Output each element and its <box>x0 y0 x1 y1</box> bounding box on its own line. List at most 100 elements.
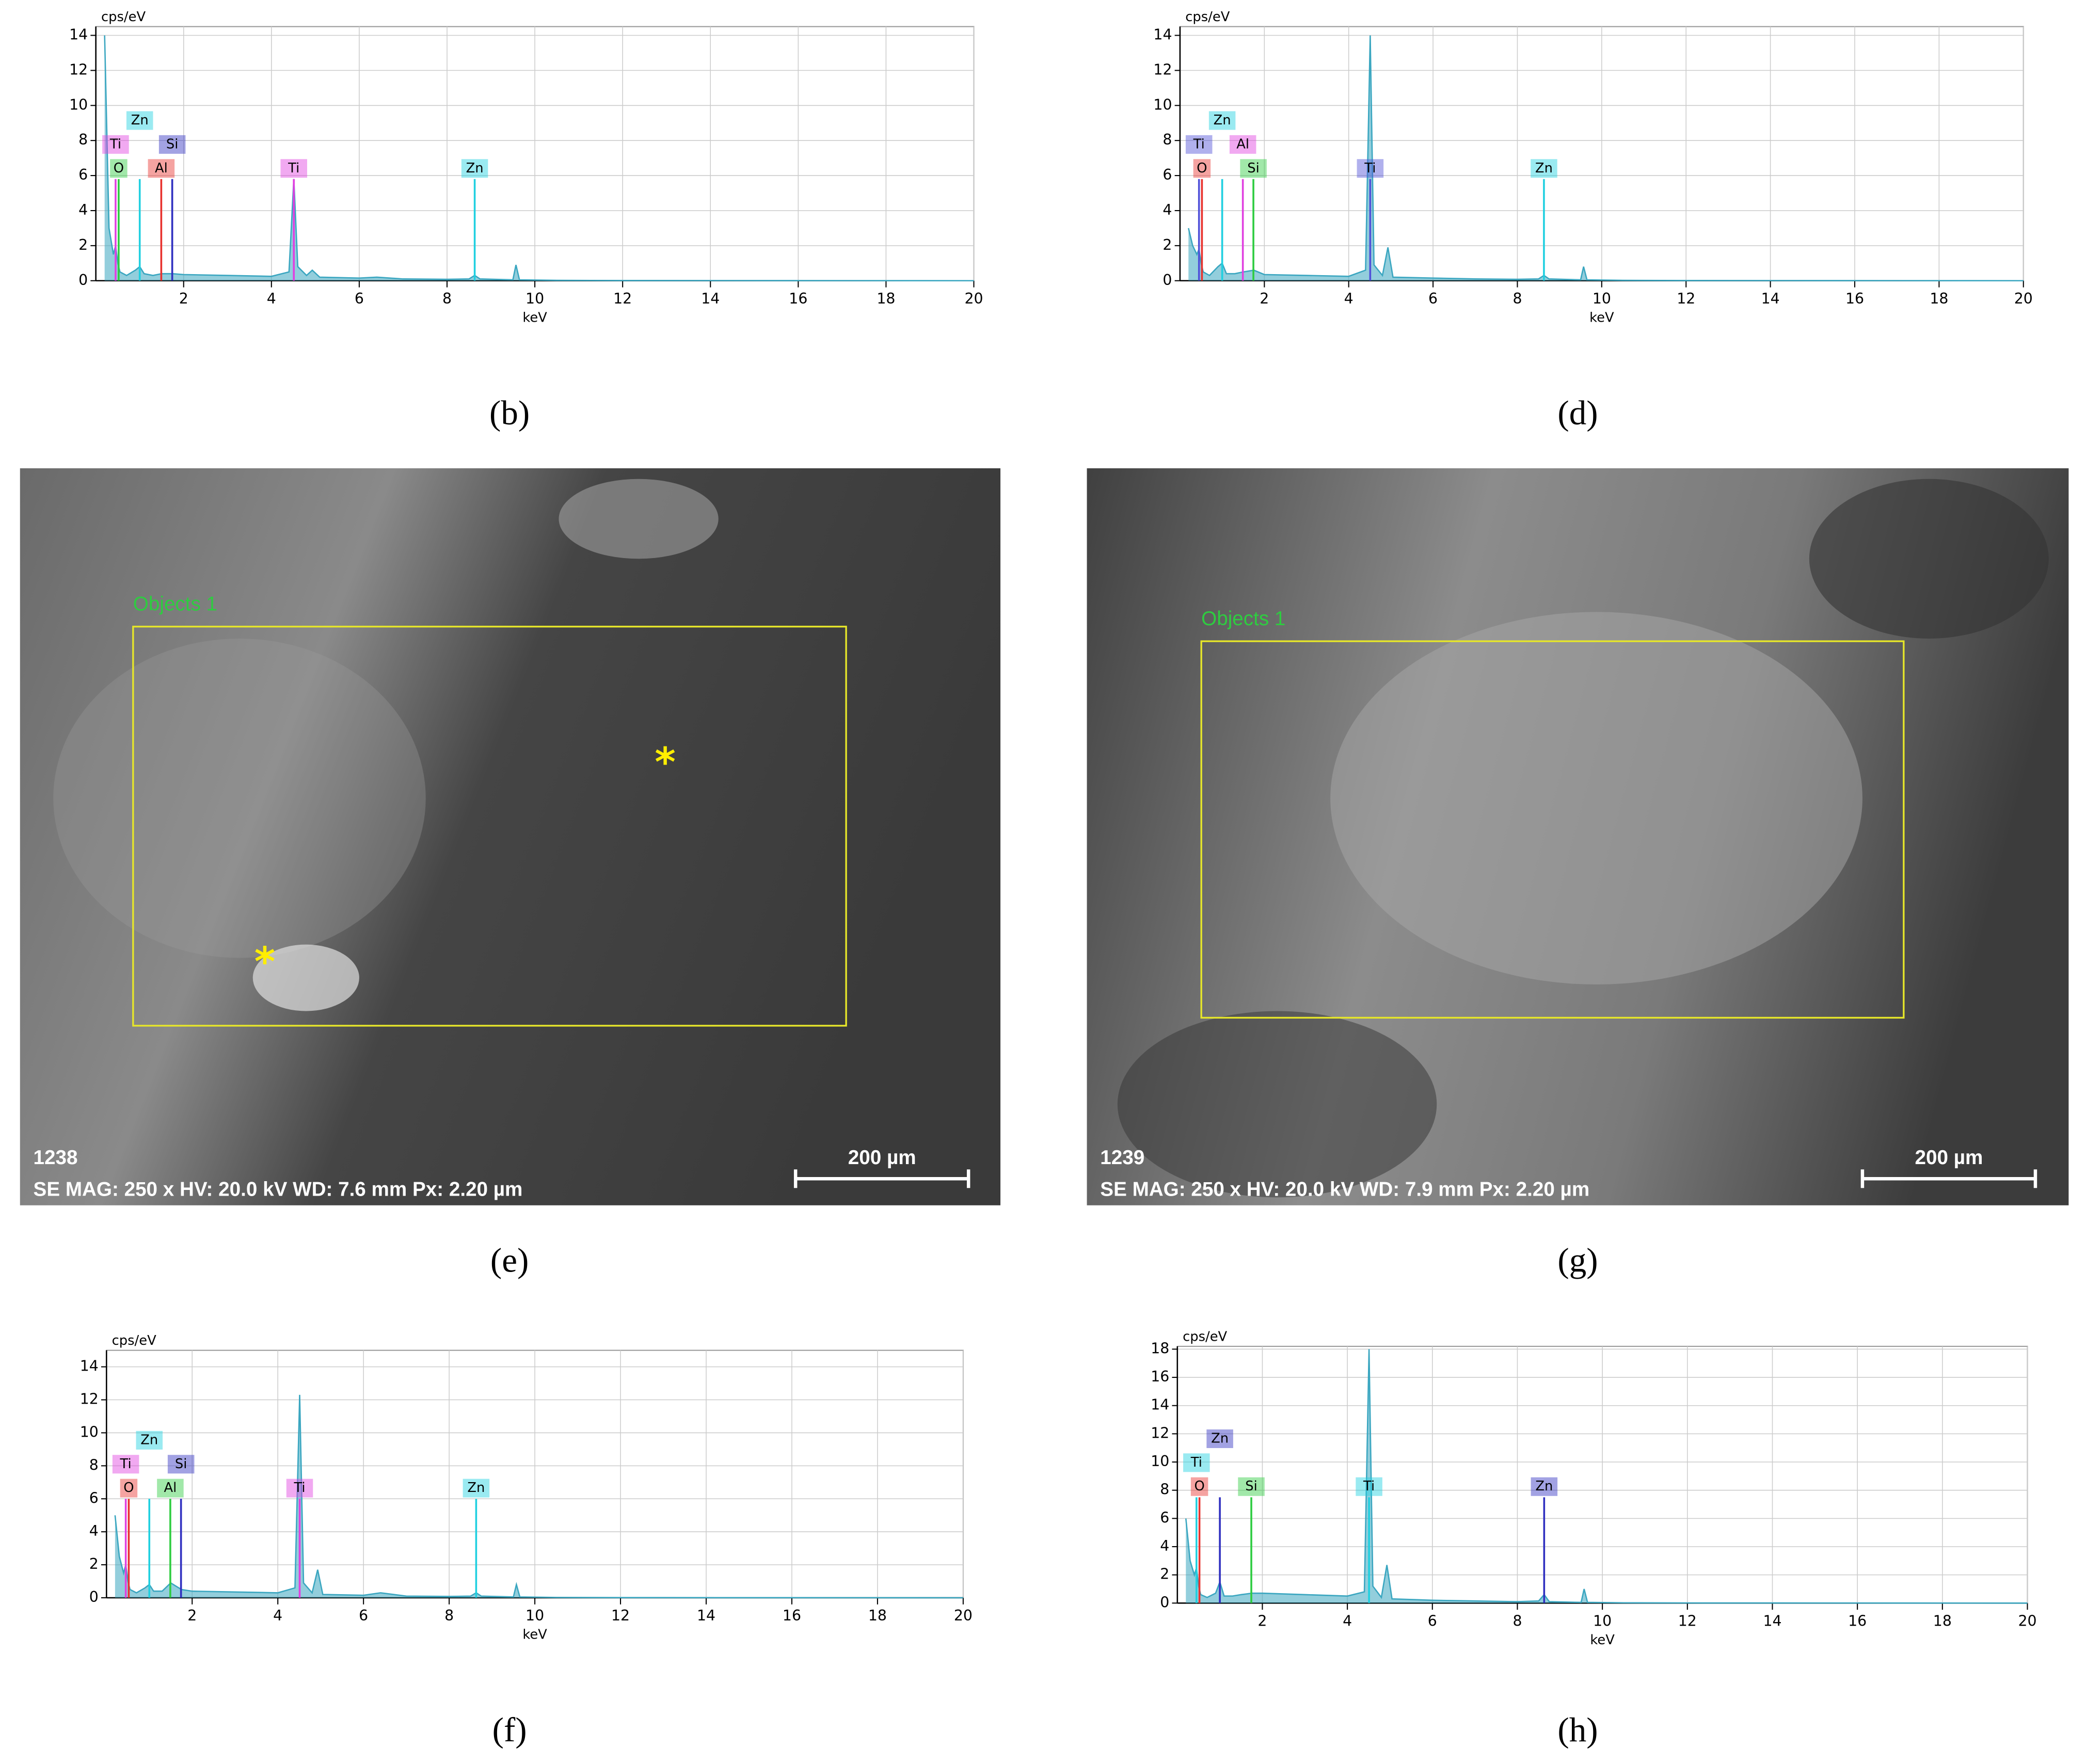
x-tick-label: 18 <box>1930 290 1948 307</box>
y-tick-label: 4 <box>1163 201 1172 218</box>
peak-label-box <box>280 159 307 178</box>
marker: * <box>254 939 275 985</box>
peak-label-box <box>1183 1453 1210 1472</box>
peak-label: Ti <box>120 1456 132 1472</box>
peak-label-box <box>148 159 175 178</box>
x-tick-label: 2 <box>187 1607 197 1624</box>
peak-label: O <box>1197 161 1207 176</box>
spectrum-line <box>1185 1349 2028 1604</box>
x-tick-label: 6 <box>355 290 364 307</box>
x-tick-label: 4 <box>273 1607 282 1624</box>
y-tick-label: 14 <box>1151 1396 1169 1413</box>
panel-caption: (h) <box>1557 1711 1598 1749</box>
peak-label-box <box>112 1455 139 1474</box>
peak-label: O <box>123 1480 134 1496</box>
peak-label-box <box>463 1479 490 1498</box>
peak-label-box <box>1185 135 1213 154</box>
scale-bar <box>793 1169 970 1188</box>
x-tick-label: 20 <box>2014 290 2033 307</box>
x-tick-label: 14 <box>1763 1612 1781 1629</box>
image-info: SE MAG: 250 x HV: 20.0 kV WD: 7.9 mm Px:… <box>1100 1179 1589 1201</box>
y-tick-label: 10 <box>80 1423 99 1440</box>
x-tick-label: 8 <box>444 1607 454 1624</box>
peak-label: Ti <box>288 161 299 176</box>
peak-label: Zn <box>131 113 149 128</box>
y-tick-label: 2 <box>78 236 88 253</box>
x-tick-label: 6 <box>1428 290 1438 307</box>
x-tick-label: 20 <box>2018 1612 2036 1629</box>
x-tick-label: 10 <box>1593 1612 1612 1629</box>
x-tick-label: 20 <box>964 290 983 307</box>
x-tick-label: 14 <box>701 290 720 307</box>
x-tick-label: 14 <box>697 1607 715 1624</box>
spectrum-line <box>1188 35 2024 282</box>
x-tick-label: 16 <box>1845 290 1864 307</box>
x-tick-label: 2 <box>179 290 188 307</box>
x-axis-label: keV <box>522 310 547 325</box>
peak-label-box <box>461 159 488 178</box>
peak-label: Ti <box>1363 1479 1375 1494</box>
sem-texture <box>1330 612 1862 984</box>
peak-label-box <box>1193 159 1211 178</box>
peak-label: Si <box>166 136 179 152</box>
y-tick-label: 10 <box>1153 96 1172 113</box>
y-tick-label: 12 <box>80 1391 99 1408</box>
x-tick-label: 16 <box>1848 1612 1867 1629</box>
y-tick-label: 8 <box>89 1456 99 1473</box>
y-tick-label: 12 <box>1153 61 1172 78</box>
x-tick-label: 8 <box>1512 1612 1522 1629</box>
spectrum-chart: 0 2 4 6 8 10 12 14 2 4 6 8 10 12 14 16 18 20 cps/eV keV O Al T… <box>69 9 983 432</box>
x-tick-label: 12 <box>611 1607 630 1624</box>
peak-label-box <box>1357 159 1384 178</box>
peak-label: Zn <box>1214 113 1231 128</box>
object-label: Objects 1 <box>133 593 217 615</box>
peak-label-box <box>120 1479 138 1498</box>
peak-label: Ti <box>1193 136 1205 152</box>
y-axis-label: cps/eV <box>112 1333 156 1348</box>
y-tick-label: 6 <box>1160 1509 1169 1526</box>
y-tick-label: 12 <box>1151 1424 1169 1441</box>
peak-label: Zn <box>466 161 484 176</box>
x-tick-label: 14 <box>1761 290 1780 307</box>
y-axis-label: cps/eV <box>1185 9 1230 25</box>
peak-label: Al <box>1236 136 1249 152</box>
y-tick-label: 0 <box>1163 272 1172 289</box>
peak-label-box <box>126 111 153 130</box>
x-tick-label: 12 <box>1677 290 1695 307</box>
y-tick-label: 6 <box>89 1489 99 1506</box>
x-axis-label: keV <box>1589 310 1614 325</box>
peak-label-box <box>1240 159 1267 178</box>
peak-label-box <box>102 135 129 154</box>
y-tick-label: 6 <box>78 166 88 183</box>
x-tick-label: 10 <box>526 1607 544 1624</box>
panel-caption: (e) <box>490 1242 529 1280</box>
peak-label-box <box>1190 1477 1208 1496</box>
x-axis-label: keV <box>522 1627 547 1643</box>
sem-texture <box>252 944 359 1011</box>
y-tick-label: 0 <box>1160 1594 1169 1611</box>
spectrum-chart: 0 2 4 6 8 10 12 14 2 4 6 8 10 12 14 16 18 20 cps/eV keV O Si T… <box>1153 9 2032 432</box>
x-tick-label: 16 <box>789 290 807 307</box>
y-tick-label: 2 <box>1160 1566 1169 1583</box>
spectrum-line <box>104 35 974 282</box>
peak-label: Al <box>164 1480 177 1496</box>
y-tick-label: 18 <box>1151 1340 1169 1357</box>
peak-label-box <box>286 1479 313 1498</box>
panel-caption: (g) <box>1557 1242 1598 1280</box>
peak-label: Ti <box>1190 1455 1202 1470</box>
sem-background <box>20 468 1001 1205</box>
peak-label: Ti <box>293 1480 305 1496</box>
x-tick-label: 20 <box>954 1607 973 1624</box>
y-tick-label: 4 <box>78 201 88 218</box>
y-tick-label: 4 <box>89 1522 99 1539</box>
peak-label-box <box>1206 1429 1233 1448</box>
sem-image-e: Objects 1 * * 1238 SE MAG: 250 x HV: 20.… <box>20 468 1001 1280</box>
sem-texture <box>1117 1011 1437 1198</box>
image-id: 1239 <box>1100 1147 1144 1169</box>
peak-label-box <box>110 159 128 178</box>
peak-label: Al <box>155 161 168 176</box>
y-tick-label: 0 <box>78 272 88 289</box>
peak-label-box <box>158 135 186 154</box>
